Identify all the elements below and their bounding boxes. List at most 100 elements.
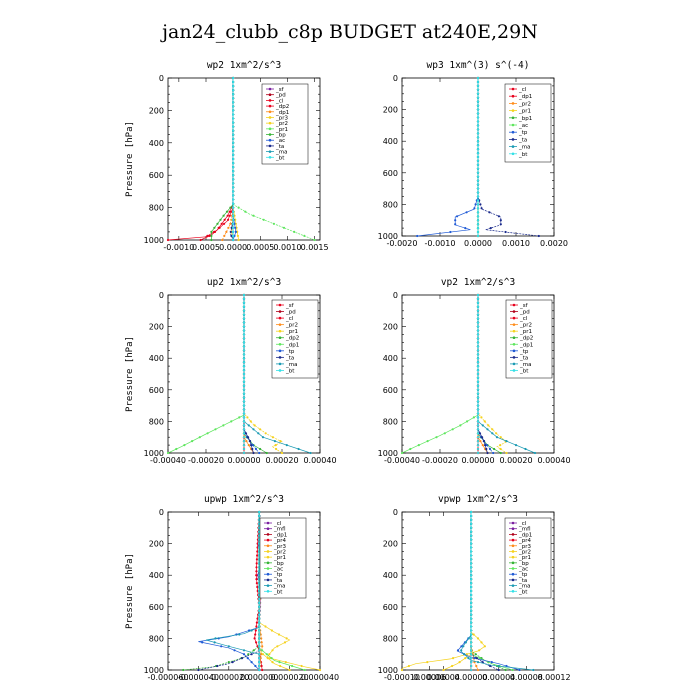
data-point xyxy=(252,649,255,652)
x-tick-label: 0.00020 xyxy=(265,456,298,465)
legend-label: _pr2 xyxy=(518,549,531,555)
data-point xyxy=(242,436,246,439)
legend-marker xyxy=(512,303,516,307)
data-point xyxy=(230,210,233,213)
legend-label: _pr1 xyxy=(518,109,531,115)
data-point xyxy=(470,570,473,573)
data-point xyxy=(232,198,235,201)
y-tick-label: 600 xyxy=(383,169,398,178)
data-point xyxy=(232,80,235,84)
data-point xyxy=(250,629,253,632)
data-point xyxy=(497,664,500,668)
data-point xyxy=(242,353,246,356)
data-point xyxy=(232,194,235,197)
data-point xyxy=(242,428,246,431)
legend-marker xyxy=(278,329,282,333)
data-point xyxy=(470,597,473,601)
x-tick-label: 0.00040 xyxy=(537,456,570,465)
data-point xyxy=(489,664,492,668)
data-point xyxy=(261,649,264,652)
data-point xyxy=(232,222,235,225)
legend-marker xyxy=(511,561,515,565)
data-point xyxy=(232,157,235,161)
data-point xyxy=(206,432,209,435)
data-point xyxy=(476,412,480,415)
legend-label: _ta xyxy=(518,578,527,584)
legend-marker xyxy=(268,156,272,159)
data-point xyxy=(258,649,261,652)
legend-marker xyxy=(268,127,272,131)
data-point xyxy=(476,211,480,214)
legend-marker xyxy=(278,349,282,353)
data-point xyxy=(260,641,263,644)
data-point xyxy=(485,444,488,447)
legend-label: _bp xyxy=(275,133,286,139)
data-point xyxy=(232,129,235,132)
legend-marker xyxy=(511,102,515,105)
panel-title: upwp 1xm^2/s^3 xyxy=(204,494,284,505)
data-point xyxy=(481,436,484,439)
x-tick-label: -0.0010 xyxy=(425,239,456,248)
data-point xyxy=(242,325,246,328)
panel-title: wp2 1xm^2/s^3 xyxy=(207,60,281,71)
data-point xyxy=(232,230,235,233)
data-point xyxy=(242,301,246,304)
data-point xyxy=(476,388,480,391)
data-point xyxy=(480,207,483,210)
data-point xyxy=(242,432,246,435)
data-point xyxy=(229,206,232,209)
data-point xyxy=(417,444,420,447)
data-point xyxy=(470,653,473,656)
data-point xyxy=(242,380,246,383)
legend: _sf_pd_cl_dp2_dp1_pr3_pr2_pr1_bp_ac_ta_m… xyxy=(261,83,309,165)
data-point xyxy=(264,625,267,628)
legend-marker xyxy=(512,349,516,353)
data-point xyxy=(470,589,473,593)
y-tick-label: 200 xyxy=(149,540,164,549)
y-tick-label: 400 xyxy=(383,354,398,363)
legend-marker xyxy=(512,369,516,372)
data-point xyxy=(505,664,508,668)
data-point xyxy=(442,668,445,672)
legend-marker xyxy=(511,555,515,559)
x-tick-label: 0.0015 xyxy=(301,243,329,252)
data-point xyxy=(260,664,263,668)
data-point xyxy=(454,223,457,226)
series-line-tp xyxy=(417,78,479,237)
data-point xyxy=(476,80,480,84)
legend-marker xyxy=(278,303,282,307)
data-point xyxy=(232,238,235,242)
data-point xyxy=(476,301,480,304)
data-point xyxy=(210,230,213,233)
data-point xyxy=(213,641,216,644)
legend-label: _tp xyxy=(518,130,528,136)
data-point xyxy=(255,625,258,628)
data-point xyxy=(237,206,240,209)
legend-marker xyxy=(268,110,272,114)
x-tick-label: 0.00040 xyxy=(303,456,336,465)
data-point xyxy=(233,649,236,652)
data-point xyxy=(258,451,261,455)
data-point xyxy=(485,447,488,451)
data-point xyxy=(242,365,246,368)
data-point xyxy=(487,424,490,427)
data-point xyxy=(476,317,480,320)
legend-label: _sf xyxy=(285,303,295,309)
data-point xyxy=(253,424,256,427)
data-point xyxy=(242,416,246,419)
data-point xyxy=(476,191,480,194)
data-point xyxy=(210,238,213,242)
data-point xyxy=(476,187,480,190)
data-point xyxy=(476,321,480,324)
legend-label: _cl xyxy=(285,316,294,322)
legend-label: _pr3 xyxy=(273,544,287,550)
y-tick-label: 1000 xyxy=(144,236,164,245)
data-point xyxy=(214,428,217,431)
data-point xyxy=(247,653,250,656)
data-point xyxy=(242,345,246,348)
legend-marker xyxy=(511,94,515,98)
legend-label: _tp xyxy=(518,572,528,578)
data-point xyxy=(229,222,232,225)
x-tick-label: -0.00010 xyxy=(384,673,420,682)
data-point xyxy=(495,432,498,435)
